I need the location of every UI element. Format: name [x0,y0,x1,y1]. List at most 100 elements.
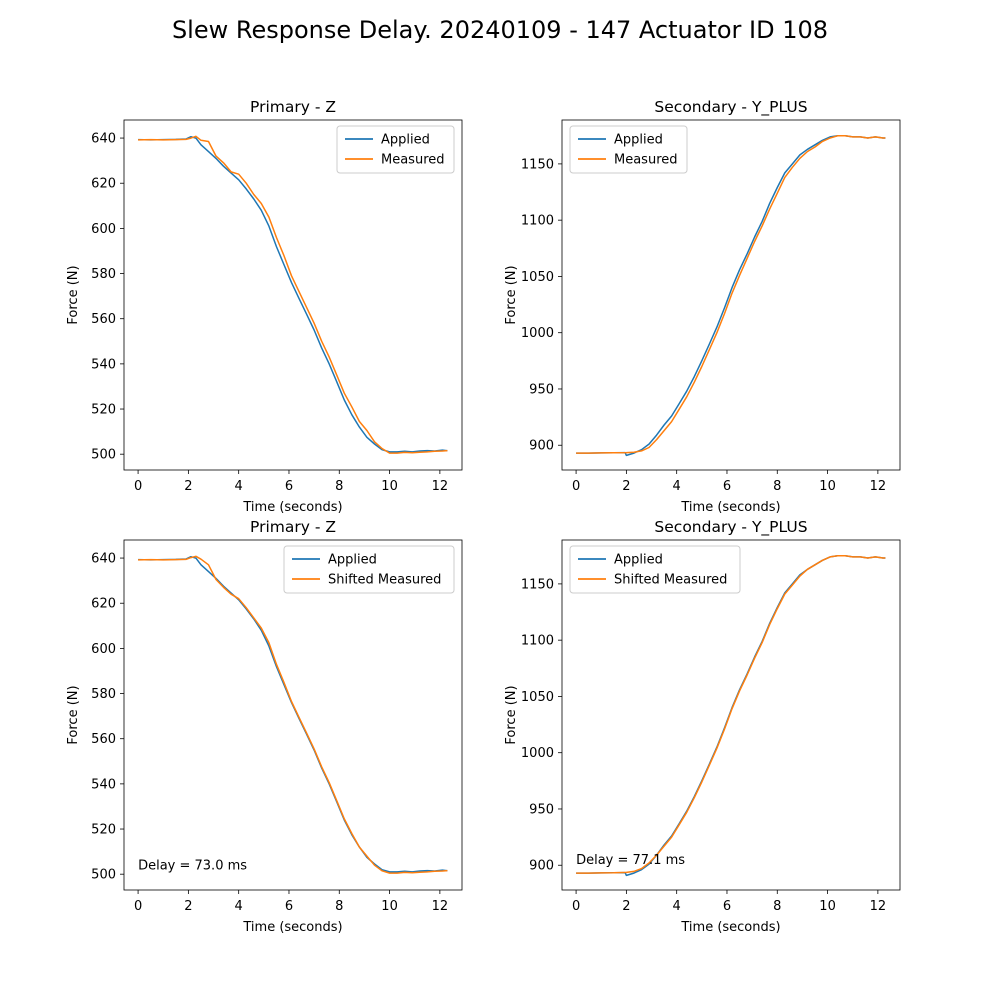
y-axis-label: Force (N) [66,265,81,324]
y-tick-label: 950 [529,802,554,817]
axes-frame [123,539,463,891]
x-tick-label: 8 [773,479,781,494]
x-tick-label: 12 [870,479,887,494]
x-tick-label: 12 [432,479,449,494]
y-tick-label: 950 [529,382,554,397]
axes-frame [123,119,463,471]
subplot-1: Primary - Z 0 2 4 6 8 10 12 500 520 540 560 580 600 62… [66,98,463,515]
axes-frame [561,539,901,891]
subplot-2: Secondary - Y_PLUS 0 2 4 6 8 10 12 900 950 1000 105… [504,98,901,515]
y-tick-label: 540 [91,777,116,792]
y-tick-label: 520 [91,823,116,838]
legend-label: Applied [614,553,663,568]
y-tick-label: 560 [91,312,116,327]
y-tick-label: 600 [91,222,116,237]
x-axis-label: Time (seconds) [680,500,780,515]
x-tick-label: 4 [235,899,243,914]
subplot-title: Primary - Z [250,98,336,116]
y-tick-label: 1100 [521,634,554,649]
y-tick-label: 500 [91,448,116,463]
x-tick-label: 10 [819,899,836,914]
series-line-measured [138,555,448,874]
figure-title: Slew Response Delay. 20240109 - 147 Actu… [172,16,828,44]
legend: Applied Measured [569,125,688,174]
y-tick-label: 500 [91,868,116,883]
x-tick-label: 0 [572,479,580,494]
x-tick-label: 0 [134,479,142,494]
y-tick-label: 900 [529,439,554,454]
subplot-title: Secondary - Y_PLUS [654,518,807,537]
y-tick-label: 520 [91,403,116,418]
x-tick-label: 6 [723,479,731,494]
x-tick-label: 8 [335,479,343,494]
subplot-3: Primary - Z 0 2 4 6 8 10 12 500 520 540 560 580 600 62… [66,518,463,935]
x-axis-label: Time (seconds) [242,500,342,515]
legend: Applied Shifted Measured [283,545,455,594]
legend: Applied Shifted Measured [569,545,741,594]
legend-box [569,545,741,594]
x-tick-label: 2 [184,479,192,494]
x-tick-label: 6 [723,899,731,914]
y-tick-label: 580 [91,687,116,702]
x-tick-label: 6 [285,899,293,914]
legend-box [569,125,688,174]
y-tick-label: 1100 [521,214,554,229]
x-tick-label: 4 [673,479,681,494]
x-tick-label: 6 [285,479,293,494]
legend-label: Applied [381,133,430,148]
x-tick-label: 4 [235,479,243,494]
y-tick-label: 640 [91,552,116,567]
y-tick-label: 1150 [521,577,554,592]
x-tick-label: 10 [819,479,836,494]
subplots: Primary - Z0 2 4 6 8 10 1250052054056058060062… [66,98,901,935]
y-tick-label: 640 [91,132,116,147]
y-tick-label: 620 [91,597,116,612]
delay-annotation: Delay = 77.1 ms [576,853,685,868]
y-tick-label: 1050 [521,690,554,705]
x-tick-label: 8 [773,899,781,914]
x-tick-label: 0 [134,899,142,914]
x-tick-label: 4 [673,899,681,914]
legend-label: Measured [614,153,678,168]
legend-box [336,125,455,174]
legend-label: Applied [328,553,377,568]
series-line-measured [576,135,886,454]
x-tick-label: 12 [432,899,449,914]
delay-annotation: Delay = 73.0 ms [138,859,247,874]
series-line-measured [576,555,886,874]
x-tick-label: 2 [622,899,630,914]
x-tick-label: 12 [870,899,887,914]
y-tick-label: 540 [91,357,116,372]
series-line-applied [138,135,448,453]
x-tick-label: 2 [184,899,192,914]
x-tick-label: 2 [622,479,630,494]
x-tick-label: 10 [381,479,398,494]
x-axis-label: Time (seconds) [680,920,780,935]
y-axis-label: Force (N) [66,685,81,744]
y-tick-label: 1000 [521,326,554,341]
y-tick-label: 620 [91,177,116,192]
legend-label: Applied [614,133,663,148]
subplot-4: Secondary - Y_PLUS 0 2 4 6 8 10 12 900 950 1000 105… [504,518,901,935]
legend-box [283,545,455,594]
y-axis-label: Force (N) [504,685,519,744]
x-tick-label: 10 [381,899,398,914]
legend-label: Shifted Measured [328,573,441,588]
y-tick-label: 600 [91,642,116,657]
x-tick-label: 0 [572,899,580,914]
y-tick-label: 580 [91,267,116,282]
x-tick-label: 8 [335,899,343,914]
legend-label: Measured [381,153,445,168]
axes-frame [561,119,901,471]
y-axis-label: Force (N) [504,265,519,324]
y-tick-label: 1000 [521,746,554,761]
subplot-title: Secondary - Y_PLUS [654,98,807,117]
y-tick-label: 560 [91,732,116,747]
legend: Applied Measured [336,125,455,174]
x-axis-label: Time (seconds) [242,920,342,935]
y-tick-label: 900 [529,859,554,874]
y-tick-label: 1150 [521,157,554,172]
y-tick-label: 1050 [521,270,554,285]
